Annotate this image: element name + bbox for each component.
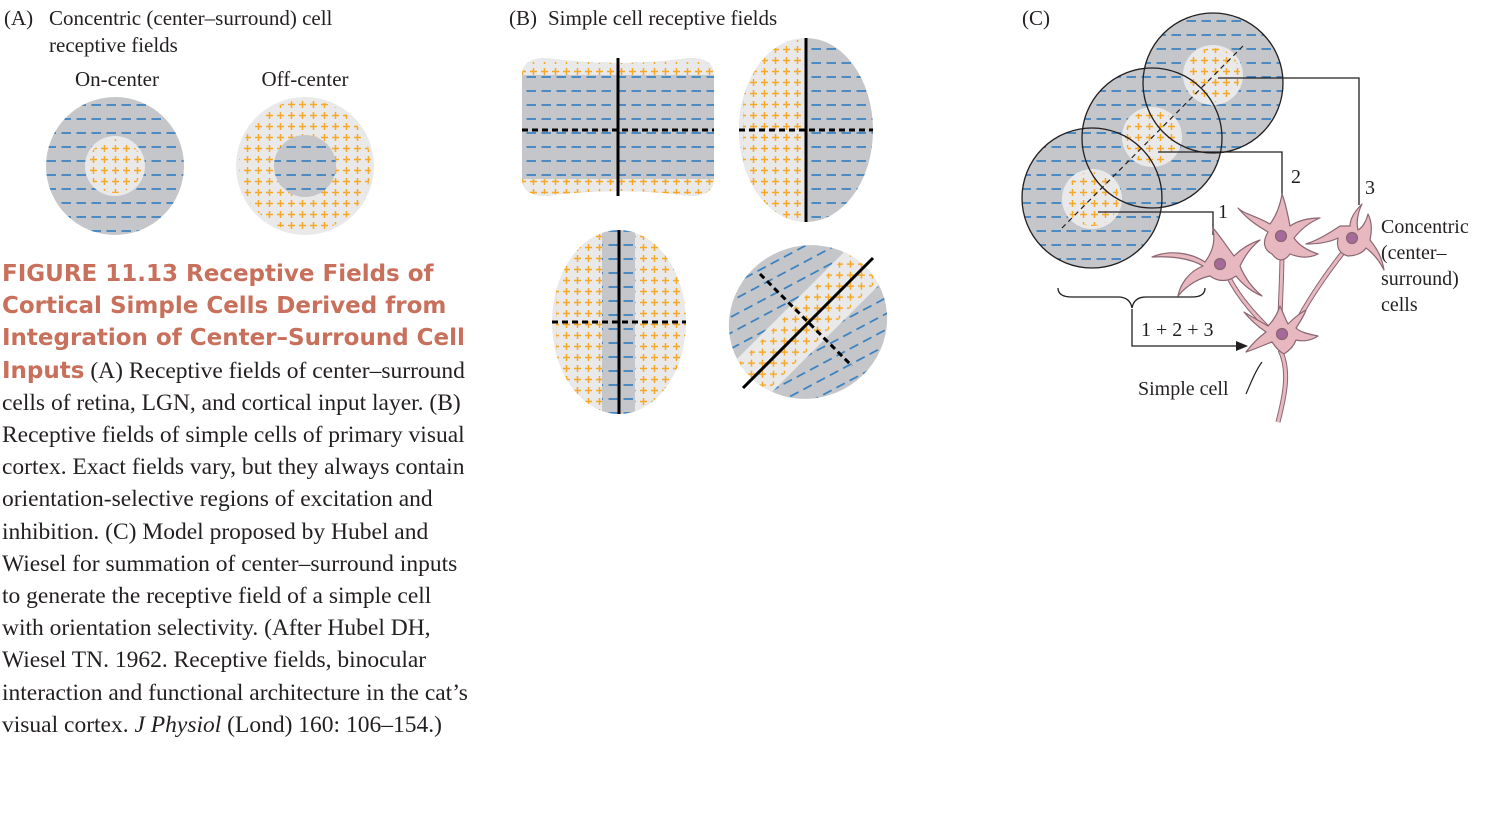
panel-a-title-line1: Concentric (center–surround) cell xyxy=(49,6,333,30)
field-2-outline xyxy=(1081,67,1223,209)
simple-cell-axon-core xyxy=(1276,349,1288,423)
field-oblique-dashed-axis xyxy=(758,272,854,368)
concentric-label-line3: surround) xyxy=(1381,268,1459,290)
concentric-label-line1: Concentric xyxy=(1381,216,1469,238)
figure-caption: FIGURE 11.13 Receptive Fields of Cortica… xyxy=(2,258,472,741)
concentric-label-line4: cells xyxy=(1381,294,1418,316)
field-horizontal-bottom-pluses xyxy=(522,179,714,194)
panel-c: (C) 1 2 3 xyxy=(1021,6,1469,423)
panel-b-label: (B) xyxy=(509,6,537,30)
field-1-outline xyxy=(1021,127,1163,269)
concentric-label-line2: (center– xyxy=(1381,242,1448,264)
neuron-2-nucleus xyxy=(1274,229,1288,243)
panel-a-title-line2: receptive fields xyxy=(49,33,178,57)
orientation-axis xyxy=(1061,45,1244,229)
neuron-1-nucleus xyxy=(1213,257,1227,271)
caption-citation-end: (Lond) 160: 106–154.) xyxy=(221,711,442,738)
field-3-center-pluses xyxy=(1186,48,1240,102)
summation-label: 1 + 2 + 3 xyxy=(1141,319,1214,341)
connector-1 xyxy=(1098,211,1214,235)
input-number-3: 3 xyxy=(1365,177,1375,199)
simple-field-horizontal xyxy=(522,58,714,196)
input-number-1: 1 xyxy=(1218,201,1228,223)
panel-b-title: Simple cell receptive fields xyxy=(548,6,777,30)
field-1-center-pluses xyxy=(1065,172,1119,226)
simple-cell-nucleus xyxy=(1275,327,1289,341)
panel-a-label: (A) xyxy=(4,6,33,30)
off-center-center-dashes xyxy=(274,135,336,197)
on-center-field xyxy=(46,97,184,235)
connector-3 xyxy=(1218,77,1360,205)
field-oblique-solid-axis xyxy=(741,256,875,390)
summation-arrow-line xyxy=(1131,309,1238,347)
caption-body: (A) Receptive fields of center–surround … xyxy=(2,357,468,738)
summation-brace xyxy=(1057,287,1206,309)
figure-title: FIGURE 11.13 Receptive Fields of Cortica… xyxy=(2,261,465,384)
input-number-2: 2 xyxy=(1291,166,1301,188)
center-surround-neuron-3 xyxy=(1305,203,1385,271)
neurons xyxy=(1151,193,1385,423)
field-horizontal-top-pluses xyxy=(522,62,714,75)
panel-a: (A) Concentric (center–surround) cell re… xyxy=(4,6,374,235)
panel-c-label: (C) xyxy=(1022,6,1050,30)
field-3-outline xyxy=(1142,12,1284,154)
simple-cell-label: Simple cell xyxy=(1138,378,1229,400)
on-center-label: On-center xyxy=(75,67,159,91)
caption-journal: J Physiol xyxy=(134,711,222,738)
center-surround-neuron-1 xyxy=(1151,227,1263,297)
summation-arrowhead xyxy=(1236,341,1248,351)
simple-cell-leader xyxy=(1245,361,1263,395)
neuron-3-nucleus xyxy=(1345,231,1359,245)
connector-2 xyxy=(1158,151,1283,195)
center-surround-neuron-2 xyxy=(1237,193,1321,261)
off-center-field xyxy=(236,97,374,235)
on-center-center-pluses xyxy=(88,139,142,193)
panel-b: (B) Simple cell receptive fields xyxy=(509,6,907,421)
off-center-label: Off-center xyxy=(261,67,348,91)
